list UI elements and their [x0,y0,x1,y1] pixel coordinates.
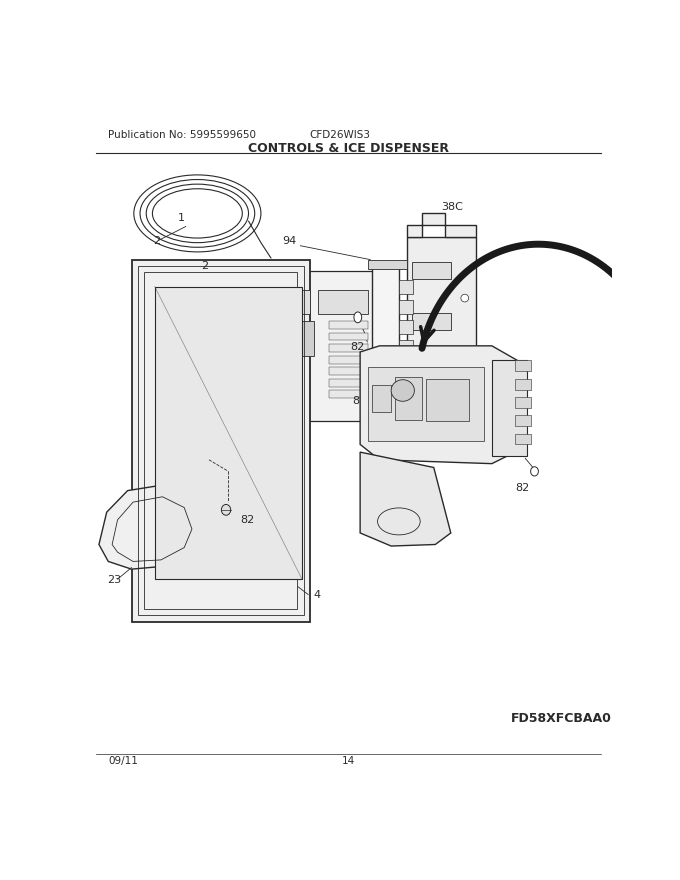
Bar [412,262,451,279]
Bar [329,391,368,398]
Text: 94: 94 [283,236,297,246]
Bar [318,290,368,313]
Ellipse shape [222,504,231,515]
Bar [329,356,368,363]
Polygon shape [360,452,451,546]
Text: 14: 14 [342,756,355,766]
Ellipse shape [530,466,539,476]
Bar [131,260,310,621]
Text: 1: 1 [178,213,185,224]
Bar [228,321,313,356]
Text: 23: 23 [107,575,121,585]
Polygon shape [407,237,477,436]
Text: 2: 2 [201,260,208,271]
Text: Publication No: 5995599650: Publication No: 5995599650 [108,130,256,140]
Text: CONTROLS & ICE DISPENSER: CONTROLS & ICE DISPENSER [248,142,449,155]
Text: FD58XFCBAA0: FD58XFCBAA0 [511,712,612,724]
Text: CFD26WIS3: CFD26WIS3 [310,130,371,140]
Bar [399,281,413,294]
Bar [137,266,303,615]
Ellipse shape [391,379,414,401]
Bar [155,287,302,579]
Bar [395,378,422,420]
Bar [368,260,407,269]
Polygon shape [205,271,384,422]
Bar [329,344,368,352]
Text: 8: 8 [352,396,360,407]
Ellipse shape [354,312,362,323]
Polygon shape [407,213,477,237]
Bar [515,415,530,426]
Bar [426,379,469,422]
Ellipse shape [461,410,469,417]
Text: 09/11: 09/11 [108,756,138,766]
Bar [515,397,530,407]
Bar [399,320,413,334]
Bar [399,361,413,374]
Text: 4: 4 [313,590,321,600]
Bar [515,434,530,444]
Bar [329,379,368,386]
Bar [248,290,310,313]
Bar [399,300,413,314]
Bar [399,380,413,394]
Text: 2: 2 [153,236,160,246]
Bar [515,378,530,390]
Polygon shape [492,360,527,456]
Text: 82: 82 [350,342,364,353]
Polygon shape [372,268,399,433]
Bar [329,333,368,341]
Bar [329,321,368,329]
Bar [144,272,297,609]
Bar [399,341,413,355]
Text: 82: 82 [515,482,529,493]
Bar [515,361,530,371]
Bar [412,313,451,330]
Text: 82: 82 [240,515,254,525]
Ellipse shape [461,294,469,302]
Bar [368,367,484,441]
Polygon shape [99,484,203,569]
Polygon shape [360,346,523,464]
Bar [329,368,368,375]
Bar [372,385,391,412]
Text: 38C: 38C [441,202,463,211]
